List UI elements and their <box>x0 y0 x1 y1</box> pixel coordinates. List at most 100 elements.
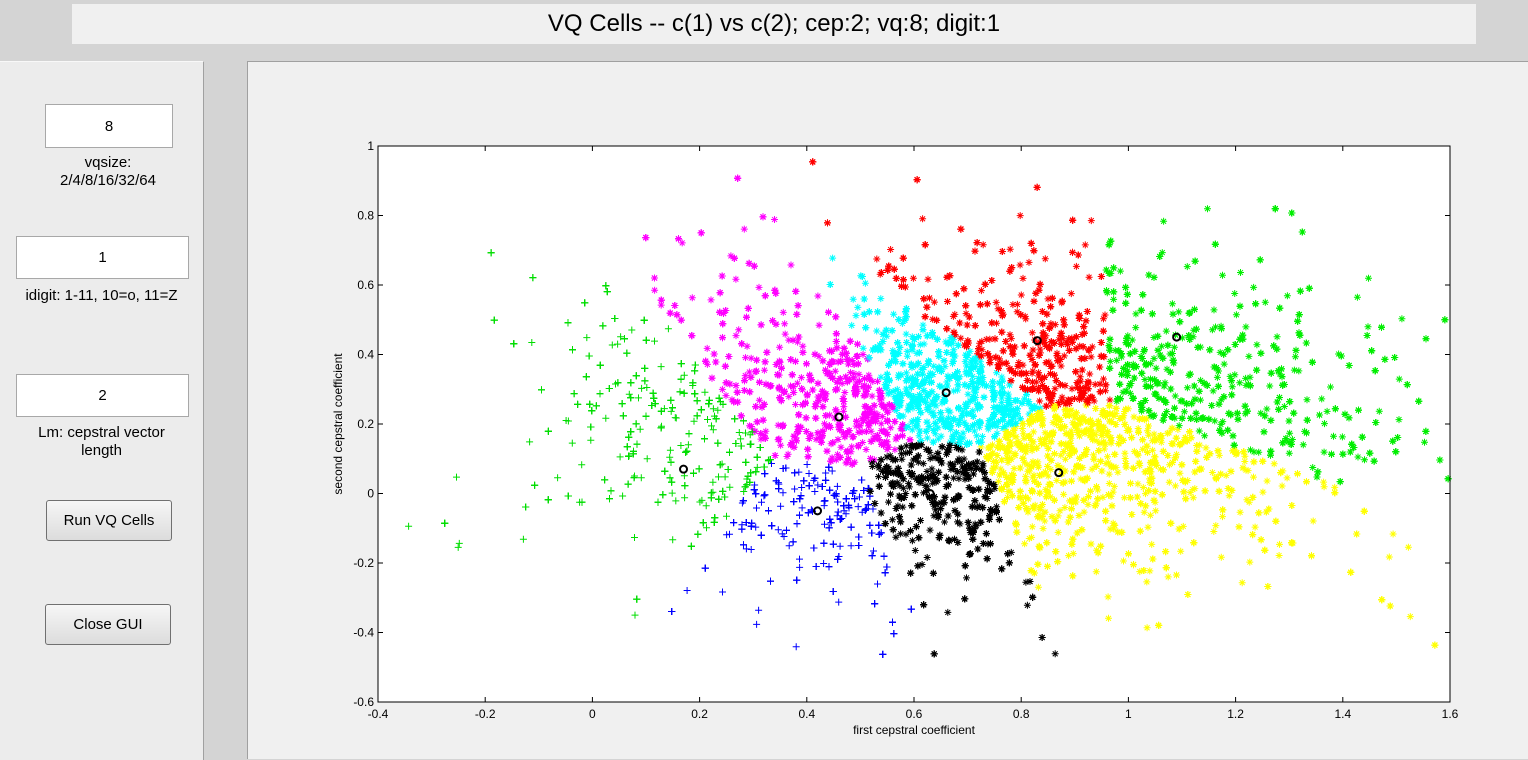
data-point <box>1257 409 1265 417</box>
data-point <box>972 394 980 401</box>
data-point <box>625 390 633 398</box>
data-point <box>688 294 696 302</box>
data-point <box>583 334 591 342</box>
data-point <box>587 436 595 444</box>
data-point <box>1323 407 1331 415</box>
data-point <box>1201 432 1209 440</box>
data-point <box>1238 579 1246 587</box>
data-point <box>993 369 1001 377</box>
data-point <box>1338 433 1346 441</box>
data-point <box>887 246 895 253</box>
data-point <box>1152 507 1160 515</box>
data-point <box>1110 482 1118 490</box>
data-point <box>956 432 964 440</box>
data-point <box>1208 469 1216 476</box>
data-point <box>905 479 913 487</box>
data-point <box>1079 413 1087 421</box>
data-point <box>1404 543 1412 551</box>
data-point <box>956 520 964 528</box>
data-point <box>1195 427 1203 435</box>
data-point <box>635 394 642 402</box>
data-point <box>1320 478 1328 486</box>
data-point <box>1285 449 1293 457</box>
data-point <box>1175 422 1183 430</box>
data-point <box>1212 323 1219 331</box>
close-gui-button[interactable]: Close GUI <box>45 604 171 645</box>
data-point <box>785 542 793 550</box>
data-point <box>949 312 957 320</box>
data-point <box>1212 522 1220 530</box>
data-point <box>847 542 855 550</box>
digit-input[interactable]: 1 <box>16 236 189 279</box>
data-point <box>924 275 932 283</box>
data-point <box>958 446 966 454</box>
data-point <box>752 523 760 531</box>
data-point <box>735 429 743 436</box>
data-point <box>1196 441 1204 449</box>
data-point <box>1048 438 1056 446</box>
data-point <box>874 377 881 385</box>
data-point <box>1253 341 1261 349</box>
data-point <box>1250 448 1258 456</box>
data-point <box>798 484 806 491</box>
data-point <box>1067 336 1075 344</box>
data-point <box>1004 390 1012 398</box>
data-point <box>1250 283 1258 291</box>
data-point <box>1183 384 1191 392</box>
data-point <box>638 384 646 392</box>
data-point <box>1092 568 1100 576</box>
data-point <box>1113 397 1121 405</box>
vqsize-input[interactable]: 8 <box>45 104 173 148</box>
data-point <box>1053 476 1061 484</box>
data-point <box>938 383 946 391</box>
data-point <box>1077 377 1085 385</box>
data-point <box>959 408 967 416</box>
data-point <box>1140 508 1148 516</box>
data-point <box>1278 482 1286 490</box>
data-point <box>680 371 688 379</box>
data-point <box>1144 427 1151 435</box>
data-point <box>1087 217 1095 225</box>
run-vq-cells-button[interactable]: Run VQ Cells <box>46 500 172 541</box>
data-point <box>1406 613 1414 621</box>
data-point <box>1016 212 1024 220</box>
data-point <box>831 367 839 375</box>
data-point <box>1246 558 1254 566</box>
data-point <box>909 274 917 282</box>
data-point <box>1222 471 1230 479</box>
data-point <box>1027 402 1035 410</box>
data-point <box>1028 523 1036 531</box>
data-point <box>774 526 782 534</box>
data-point <box>1354 453 1362 461</box>
data-point <box>833 512 841 520</box>
data-point <box>785 393 793 401</box>
lm-input[interactable]: 2 <box>16 374 189 417</box>
data-point <box>979 241 987 249</box>
data-point <box>1149 446 1157 454</box>
data-point <box>1142 490 1149 498</box>
data-point <box>914 458 922 466</box>
data-point <box>1190 326 1198 334</box>
data-point <box>631 611 639 619</box>
data-point <box>973 432 981 440</box>
data-point <box>803 461 811 468</box>
data-point <box>1028 533 1036 541</box>
data-point <box>858 414 866 422</box>
data-point <box>709 405 717 413</box>
data-point <box>1177 547 1185 555</box>
data-point <box>1032 378 1040 386</box>
data-point <box>908 373 916 381</box>
data-point <box>1073 379 1081 386</box>
data-point <box>1100 445 1108 453</box>
data-point <box>1126 389 1134 397</box>
data-point <box>978 337 986 345</box>
data-point <box>977 443 985 451</box>
data-point <box>1024 467 1032 475</box>
data-point <box>1189 494 1197 502</box>
data-point <box>920 340 928 348</box>
data-point <box>881 468 889 476</box>
data-point <box>915 479 923 487</box>
data-point <box>993 503 1001 511</box>
data-point <box>1128 336 1136 344</box>
data-point <box>1016 261 1024 269</box>
